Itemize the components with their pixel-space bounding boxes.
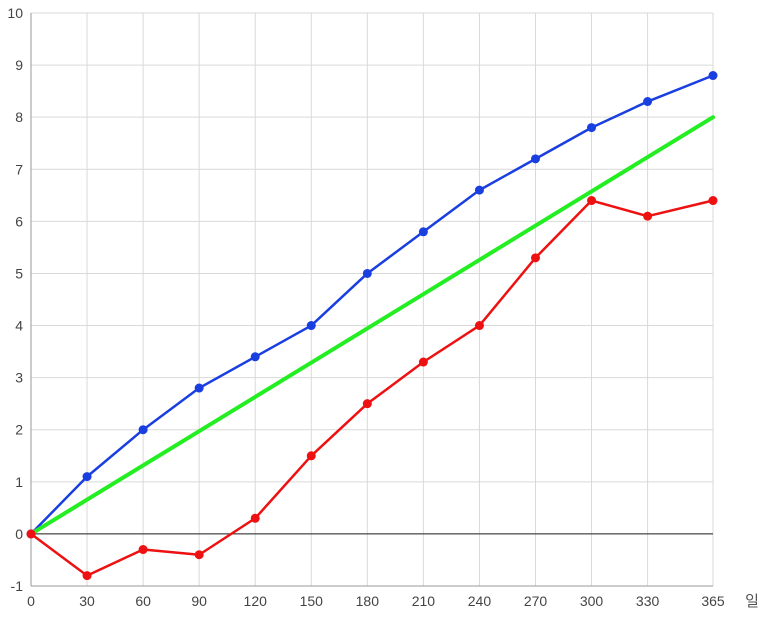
x-tick-label: 330 [636, 593, 660, 609]
series-2 [29, 115, 715, 536]
x-tick-label: 150 [300, 593, 324, 609]
y-tick-label: 3 [15, 370, 23, 386]
data-point [708, 71, 718, 81]
x-tick-label: 180 [356, 593, 380, 609]
y-tick-label: 7 [15, 161, 23, 177]
y-tick-label: 2 [15, 422, 23, 438]
data-point [26, 529, 36, 539]
y-tick-label: 10 [7, 5, 23, 21]
x-tick-label: 270 [524, 593, 548, 609]
x-unit-label: 일 [745, 593, 759, 610]
data-point [474, 185, 484, 195]
data-point [474, 321, 484, 331]
data-point [418, 227, 428, 237]
data-point [250, 352, 260, 362]
data-point [194, 383, 204, 393]
axes [30, 13, 713, 587]
series-line [29, 115, 715, 536]
data-point [587, 123, 597, 133]
data-point [418, 357, 428, 367]
data-point [643, 97, 653, 107]
series-3 [26, 196, 718, 581]
y-tick-label: 1 [15, 474, 23, 490]
data-point [362, 268, 372, 278]
data-point [708, 196, 718, 206]
data-point [643, 211, 653, 221]
x-tick-label: 300 [580, 593, 604, 609]
series-group [26, 71, 718, 581]
data-point [138, 545, 148, 555]
x-tick-label: 0 [27, 593, 35, 609]
data-point [530, 253, 540, 263]
y-tick-label: 4 [15, 318, 23, 334]
data-point [306, 321, 316, 331]
y-tick-label: 8 [15, 109, 23, 125]
data-point [82, 472, 92, 482]
data-point [194, 550, 204, 560]
data-point [138, 425, 148, 435]
x-tick-label: 240 [468, 593, 492, 609]
data-point [587, 196, 597, 206]
y-tick-label: -1 [11, 578, 24, 594]
y-tick-label: 9 [15, 57, 23, 73]
y-tick-label: 5 [15, 265, 23, 281]
x-tick-label: 120 [244, 593, 268, 609]
x-tick-label: 30 [79, 593, 95, 609]
data-point [306, 451, 316, 461]
x-tick-label: 365 [701, 593, 725, 609]
tick-labels: 0 30 60 90 120 150 180 210 240 270 300 330 365-10123… [7, 5, 758, 610]
data-point [530, 154, 540, 164]
series-line [29, 74, 715, 536]
x-tick-label: 210 [412, 593, 436, 609]
series-line [29, 199, 715, 577]
data-point [362, 399, 372, 409]
y-tick-label: 0 [15, 526, 23, 542]
data-point [82, 571, 92, 581]
grid [31, 12, 714, 586]
x-tick-label: 60 [135, 593, 151, 609]
x-tick-label: 90 [191, 593, 207, 609]
series-1 [26, 71, 718, 539]
y-tick-label: 6 [15, 213, 23, 229]
data-point [250, 513, 260, 523]
